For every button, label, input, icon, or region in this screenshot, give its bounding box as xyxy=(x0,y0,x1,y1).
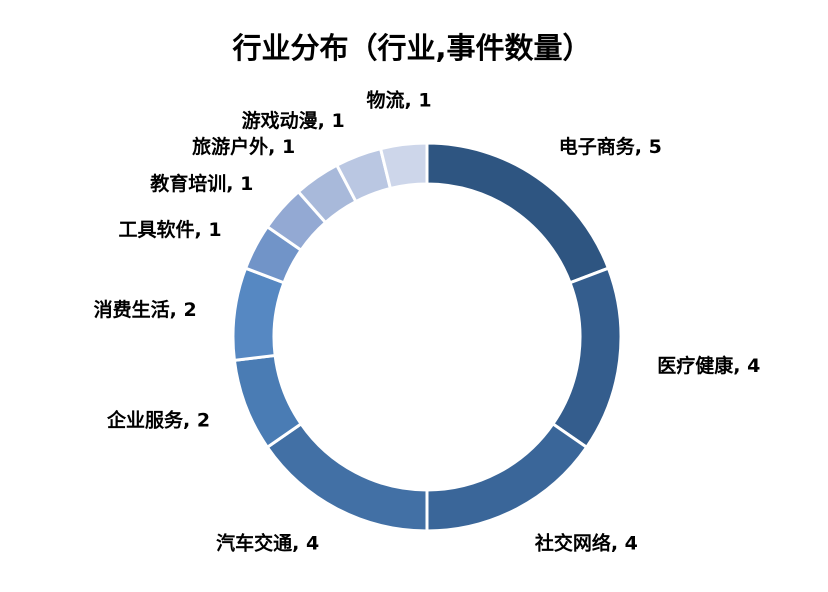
slice-label-10: 游戏动漫, 1 xyxy=(242,109,345,132)
slice-label-8: 教育培训, 1 xyxy=(150,172,253,195)
slice-label-6: 消费生活, 2 xyxy=(94,298,197,321)
donut-slice-6 xyxy=(231,266,286,363)
donut-slice-11 xyxy=(378,141,429,191)
donut-slice-1 xyxy=(425,141,611,285)
slice-label-5: 企业服务, 2 xyxy=(106,408,210,431)
donut-slices xyxy=(231,141,623,533)
slice-label-3: 社交网络, 4 xyxy=(534,531,638,554)
slice-labels: 电子商务, 5 医疗健康, 4 社交网络, 4 汽车交通, 4 企业服务, 2 消费生活,… xyxy=(94,89,761,555)
slice-label-1: 电子商务, 5 xyxy=(559,135,662,158)
slice-label-9: 旅游户外, 1 xyxy=(192,135,295,158)
donut-slice-3 xyxy=(425,421,589,533)
chart-title: 行业分布（行业,事件数量） xyxy=(231,31,591,65)
donut-slice-4 xyxy=(265,421,429,533)
slice-label-11: 物流, 1 xyxy=(367,89,432,112)
slice-label-4: 汽车交通, 4 xyxy=(216,531,319,554)
slice-label-7: 工具软件, 1 xyxy=(119,218,222,241)
donut-slice-2 xyxy=(550,266,623,450)
slice-label-2: 医疗健康, 4 xyxy=(657,354,760,377)
